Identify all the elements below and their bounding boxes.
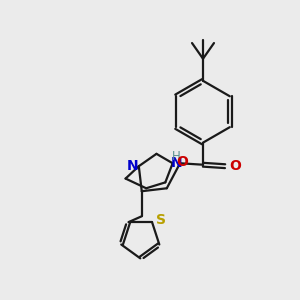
Text: O: O [176,155,188,169]
Text: H: H [172,150,181,163]
Text: S: S [156,213,166,227]
Text: O: O [229,159,241,173]
Text: N: N [171,156,182,170]
Text: N: N [127,159,139,173]
